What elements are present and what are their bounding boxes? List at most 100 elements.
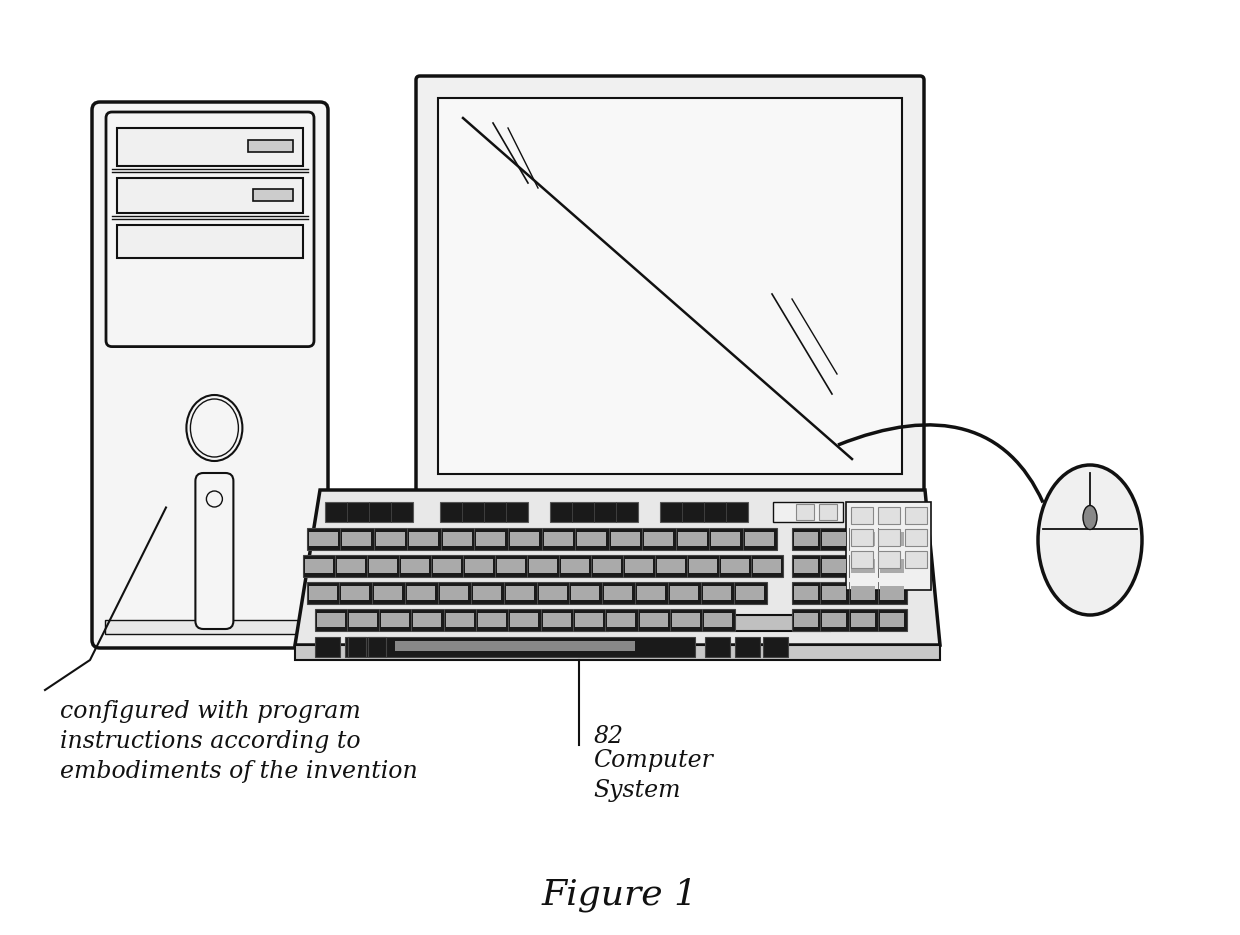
Bar — [308, 528, 777, 550]
Bar — [670, 586, 698, 600]
Bar — [851, 532, 875, 546]
Bar — [341, 586, 370, 600]
Bar — [544, 532, 573, 546]
Bar — [401, 559, 429, 573]
Bar — [443, 532, 472, 546]
FancyBboxPatch shape — [415, 76, 924, 504]
Bar — [822, 559, 846, 573]
Bar — [608, 613, 635, 627]
FancyBboxPatch shape — [105, 112, 314, 347]
Bar — [370, 559, 397, 573]
Bar — [678, 532, 707, 546]
Polygon shape — [510, 595, 622, 615]
Bar — [822, 613, 846, 627]
Bar — [773, 502, 843, 522]
FancyBboxPatch shape — [92, 102, 329, 648]
Text: Computer
System: Computer System — [594, 749, 713, 802]
Bar — [640, 613, 668, 627]
Bar — [345, 637, 694, 657]
Bar — [593, 559, 621, 573]
Bar — [325, 502, 413, 522]
Bar — [649, 500, 693, 570]
Bar — [506, 586, 534, 600]
Bar — [689, 559, 717, 573]
Polygon shape — [529, 570, 810, 595]
Bar — [440, 586, 467, 600]
Bar — [348, 613, 377, 627]
Bar — [342, 532, 371, 546]
Bar — [660, 502, 748, 522]
Bar — [477, 613, 506, 627]
Bar — [604, 586, 632, 600]
Bar — [792, 582, 906, 604]
Bar — [446, 613, 474, 627]
Bar — [529, 559, 557, 573]
Bar — [317, 613, 345, 627]
Ellipse shape — [191, 399, 238, 457]
Bar — [753, 559, 781, 573]
Bar — [570, 586, 599, 600]
Bar — [792, 555, 906, 577]
Bar — [880, 559, 904, 573]
Bar — [720, 559, 749, 573]
Text: 82: 82 — [594, 725, 624, 748]
Bar — [407, 586, 435, 600]
Bar — [433, 559, 461, 573]
Bar — [644, 532, 673, 546]
Text: Figure 1: Figure 1 — [542, 878, 698, 913]
Bar — [878, 551, 900, 568]
Bar — [539, 586, 567, 600]
Bar — [846, 502, 931, 590]
Bar — [510, 613, 538, 627]
Bar — [672, 613, 701, 627]
Bar — [413, 613, 441, 627]
Polygon shape — [608, 595, 732, 615]
Bar — [308, 582, 768, 604]
Bar — [704, 613, 732, 627]
Polygon shape — [510, 615, 608, 631]
Bar — [851, 559, 875, 573]
Bar — [737, 586, 764, 600]
Ellipse shape — [1083, 506, 1097, 529]
Bar — [337, 559, 365, 573]
Bar — [497, 559, 525, 573]
Bar — [796, 504, 813, 520]
Bar — [792, 609, 906, 631]
Bar — [735, 637, 760, 657]
Bar — [851, 613, 875, 627]
Bar — [577, 532, 606, 546]
Bar — [315, 637, 340, 657]
Bar — [657, 559, 684, 573]
Bar — [905, 507, 928, 524]
Bar — [510, 532, 539, 546]
Ellipse shape — [1038, 465, 1142, 615]
Bar — [880, 586, 904, 600]
Bar — [878, 507, 900, 524]
Bar — [706, 637, 730, 657]
Bar — [880, 532, 904, 546]
Polygon shape — [295, 490, 940, 645]
Bar — [575, 613, 603, 627]
Bar — [822, 586, 846, 600]
Bar — [476, 532, 505, 546]
Polygon shape — [732, 615, 830, 631]
Bar — [745, 532, 774, 546]
Circle shape — [206, 491, 222, 507]
Polygon shape — [295, 645, 940, 660]
Bar — [438, 98, 901, 474]
Bar — [905, 551, 928, 568]
Bar — [117, 128, 303, 166]
Polygon shape — [715, 595, 830, 615]
Bar — [543, 613, 570, 627]
Bar — [465, 559, 494, 573]
Text: configured with program
instructions according to
embodiments of the invention: configured with program instructions acc… — [60, 700, 418, 784]
Bar — [368, 637, 386, 657]
Bar — [248, 140, 293, 152]
Bar — [851, 507, 873, 524]
Bar — [309, 532, 339, 546]
Bar — [376, 532, 405, 546]
Bar — [794, 532, 818, 546]
Bar — [409, 532, 438, 546]
Bar — [818, 504, 837, 520]
Bar — [703, 586, 732, 600]
